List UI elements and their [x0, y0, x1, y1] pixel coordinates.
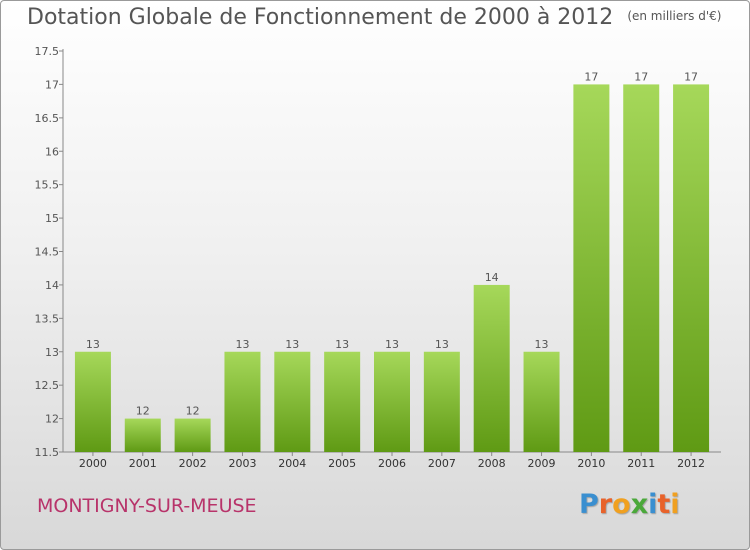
- bar: [124, 418, 161, 452]
- y-tick-label: 11.5: [35, 446, 60, 459]
- proxiti-logo: Proxiti: [579, 489, 680, 520]
- y-tick-label: 16.5: [35, 112, 60, 125]
- bar: [573, 84, 610, 453]
- data-label: 17: [684, 70, 698, 83]
- logo-letter: i: [648, 489, 658, 520]
- bar: [324, 351, 361, 452]
- data-label: 13: [435, 338, 449, 351]
- logo-letter: o: [612, 489, 631, 520]
- chart-title-text: Dotation Globale de Fonctionnement de 20…: [27, 5, 614, 30]
- x-tick-label: 2001: [129, 457, 157, 470]
- x-tick-label: 2011: [627, 457, 655, 470]
- bar: [174, 418, 211, 452]
- data-label: 13: [385, 338, 399, 351]
- x-tick-label: 2000: [79, 457, 107, 470]
- x-tick-label: 2006: [378, 457, 406, 470]
- data-label: 13: [235, 338, 249, 351]
- data-label: 12: [136, 405, 150, 418]
- data-label: 17: [634, 70, 648, 83]
- y-tick-label: 13.5: [35, 312, 60, 325]
- data-label: 17: [584, 70, 598, 83]
- bars-group: [74, 84, 710, 453]
- bar: [523, 351, 560, 452]
- x-tick-label: 2003: [228, 457, 256, 470]
- labels-group: 13 2000 12 2001 12 2002 13 2003 13 2004 13 2005 13 20…: [79, 70, 705, 470]
- x-tick-label: 2012: [677, 457, 705, 470]
- y-tick-label: 17.5: [35, 45, 60, 58]
- logo-letter: r: [598, 489, 613, 520]
- data-label: 13: [535, 338, 549, 351]
- y-tick-label: 14.5: [35, 246, 60, 259]
- y-tick-label: 15: [45, 212, 59, 225]
- logo-letter: P: [579, 489, 599, 520]
- y-tick-label: 14: [45, 279, 59, 292]
- data-label: 13: [285, 338, 299, 351]
- unit-note: (en milliers d'€): [627, 9, 722, 23]
- logo-letter: i: [670, 489, 680, 520]
- chart-title: Dotation Globale de Fonctionnement de 20…: [27, 5, 721, 30]
- data-label: 13: [335, 338, 349, 351]
- x-tick-label: 2010: [577, 457, 605, 470]
- x-tick-label: 2009: [528, 457, 556, 470]
- y-tick-label: 12.5: [35, 379, 60, 392]
- y-tick-label: 15.5: [35, 179, 60, 192]
- x-tick-label: 2008: [478, 457, 506, 470]
- y-tick-label: 12: [45, 413, 59, 426]
- x-tick-label: 2007: [428, 457, 456, 470]
- data-label: 13: [86, 338, 100, 351]
- data-label: 14: [485, 271, 499, 284]
- bar: [74, 351, 111, 452]
- axes: 11.5 12 12.5 13 13.5 14 14.5 15 15.5 16 16.5 17 17.5: [35, 45, 721, 459]
- y-tick-label: 13: [45, 346, 59, 359]
- x-tick-label: 2002: [179, 457, 207, 470]
- bar: [274, 351, 311, 452]
- bar: [673, 84, 710, 453]
- logo-letter: t: [657, 489, 671, 520]
- bar: [473, 284, 510, 452]
- y-tick-label: 17: [45, 78, 59, 91]
- commune-name: MONTIGNY-SUR-MEUSE: [37, 495, 257, 517]
- bar: [224, 351, 261, 452]
- bar: [374, 351, 410, 452]
- bar: [623, 84, 660, 453]
- y-tick-label: 16: [45, 145, 59, 158]
- x-tick-label: 2005: [328, 457, 356, 470]
- logo-letter: x: [630, 489, 649, 520]
- bar: [423, 351, 460, 452]
- x-tick-label: 2004: [278, 457, 306, 470]
- data-label: 12: [186, 405, 200, 418]
